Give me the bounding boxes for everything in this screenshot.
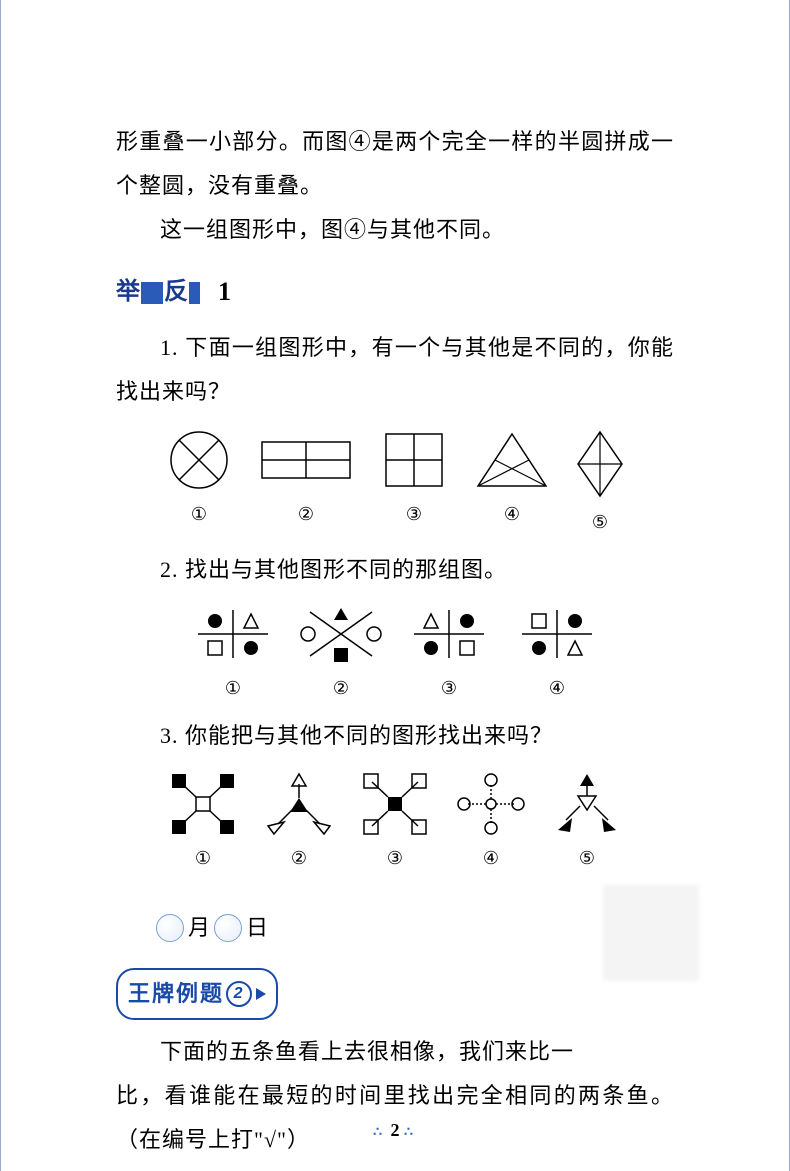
q3-fig-2: ② — [262, 772, 336, 876]
q2-label-3: ③ — [441, 670, 457, 706]
intro-para-2: 这一组图形中，图④与其他不同。 — [116, 208, 674, 252]
q3-fig-3: ③ — [358, 772, 432, 876]
q2-fig-1: ① — [190, 606, 276, 706]
pagenum-value: 2 — [391, 1120, 400, 1140]
shape-square-grid — [378, 428, 450, 492]
q1-fig-3: ③ — [378, 428, 450, 540]
shape-x-squares — [166, 772, 240, 836]
date-row: 月 日 — [156, 906, 674, 950]
pagenum-dots-right: ∴ — [404, 1125, 417, 1140]
q1-label-5: ⑤ — [592, 504, 608, 540]
q2-label-4: ④ — [549, 670, 565, 706]
day-blank-icon — [214, 914, 242, 942]
q3-label-5: ⑤ — [579, 840, 595, 876]
grid-dots-1 — [190, 606, 276, 666]
q2-text: 2. 找出与其他图形不同的那组图。 — [116, 548, 674, 592]
qr-code-blurred — [603, 885, 699, 981]
q2-figures: ① ② — [116, 606, 674, 706]
grid-dots-3 — [406, 606, 492, 666]
jyfs-number: 1 — [218, 266, 231, 318]
q1-figures: ① ② ③ — [116, 428, 674, 540]
shape-x-squares-mixed — [358, 772, 432, 836]
q1-label-2: ② — [298, 496, 314, 532]
shape-y-triangles-filled — [550, 772, 624, 836]
example-badge-row: 王牌例题 2 — [116, 950, 674, 1020]
q3-label-2: ② — [291, 840, 307, 876]
example2-p2: 比，看谁能在最短的时间里找出完全相同的两条鱼。（在编号上打"√"） — [116, 1074, 674, 1162]
pagenum-dots-left: ∴ — [373, 1125, 386, 1140]
q2-label-1: ① — [225, 670, 241, 706]
q3-fig-5: ⑤ — [550, 772, 624, 876]
q3-label-1: ① — [195, 840, 211, 876]
q3-figures: ① ② — [116, 772, 674, 876]
q1-text: 1. 下面一组图形中，有一个与其他是不同的，你能找出来吗？ — [116, 326, 674, 414]
shape-rhombus — [574, 428, 626, 500]
shape-y-triangles — [262, 772, 336, 836]
q2-fig-3: ③ — [406, 606, 492, 706]
jyfs-box-2 — [189, 282, 211, 304]
jyfs-char-1: 举 — [116, 268, 140, 316]
q3-text: 3. 你能把与其他不同的图形找出来吗？ — [116, 714, 674, 758]
day-label: 日 — [246, 906, 268, 950]
jyfs-char-3: 反 — [164, 268, 188, 316]
grid-dots-4 — [514, 606, 600, 666]
q3-label-4: ④ — [483, 840, 499, 876]
q2-fig-2: ② — [298, 606, 384, 706]
q1-label-1: ① — [191, 496, 207, 532]
shape-rect-grid-wide — [256, 428, 356, 492]
badge-number: 2 — [226, 981, 252, 1007]
example-badge: 王牌例题 2 — [116, 968, 278, 1020]
content-area: 形重叠一小部分。而图④是两个完全一样的半圆拼成一个整圆，没有重叠。 这一组图形中… — [31, 30, 759, 1162]
shape-triangle-inner — [472, 428, 552, 492]
shape-circle-x — [164, 428, 234, 492]
q3-fig-4: ④ — [454, 772, 528, 876]
section-jyfs-title: 举 反 1 — [116, 266, 674, 318]
badge-triangle-icon — [256, 988, 266, 1000]
grid-dots-2 — [298, 606, 384, 666]
q3-fig-1: ① — [166, 772, 240, 876]
month-label: 月 — [188, 906, 210, 950]
month-blank-icon — [156, 914, 184, 942]
q1-fig-1: ① — [164, 428, 234, 540]
intro-para-1: 形重叠一小部分。而图④是两个完全一样的半圆拼成一个整圆，没有重叠。 — [116, 120, 674, 208]
q1-label-4: ④ — [504, 496, 520, 532]
page: 形重叠一小部分。而图④是两个完全一样的半圆拼成一个整圆，没有重叠。 这一组图形中… — [0, 0, 790, 1171]
page-number: ∴ 2 ∴ — [1, 1120, 789, 1141]
q2-fig-4: ④ — [514, 606, 600, 706]
shape-plus-circles — [454, 772, 528, 836]
q1-fig-4: ④ — [472, 428, 552, 540]
badge-text: 王牌例题 — [128, 972, 224, 1016]
q1-fig-5: ⑤ — [574, 428, 626, 540]
q3-label-3: ③ — [387, 840, 403, 876]
q2-label-2: ② — [333, 670, 349, 706]
example2-p1: 下面的五条鱼看上去很相像，我们来比一 — [116, 1030, 674, 1074]
q1-label-3: ③ — [406, 496, 422, 532]
q1-fig-2: ② — [256, 428, 356, 540]
jyfs-box-1 — [141, 282, 163, 304]
